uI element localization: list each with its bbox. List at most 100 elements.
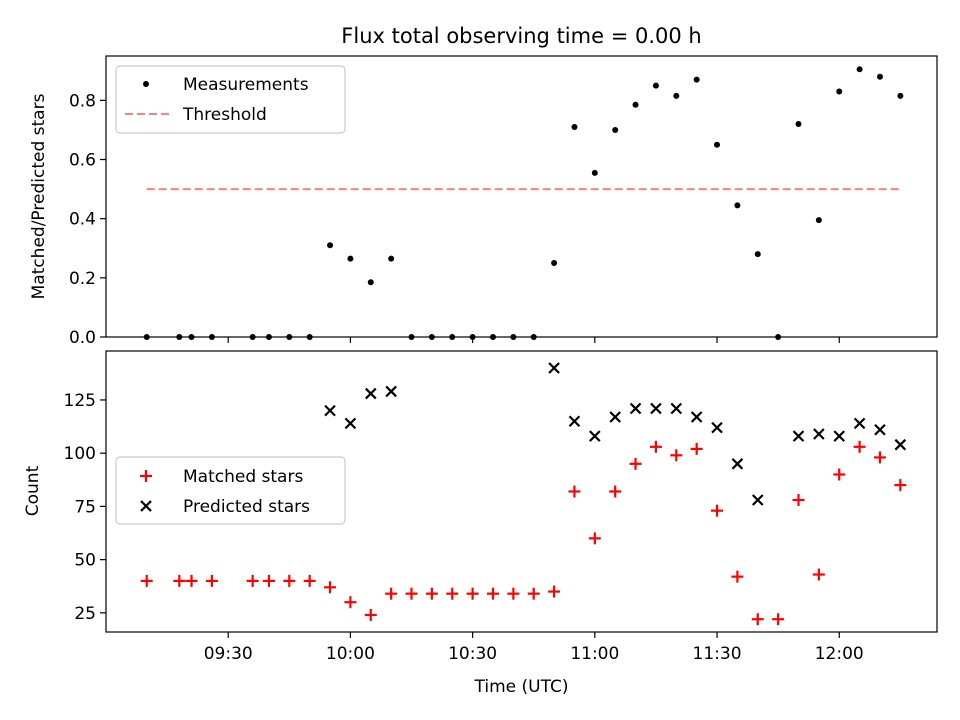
bottom-y-ticks: 25 50 75 100 125	[64, 391, 106, 624]
x-tick-label: 09:30	[204, 644, 253, 664]
y-tick-label: 0.6	[69, 151, 96, 171]
y-tick-label: 0.2	[69, 269, 96, 289]
matched-star-point	[772, 613, 785, 626]
measurement-point	[693, 76, 700, 83]
matched-star-point	[873, 451, 886, 464]
measurement-point	[815, 217, 822, 224]
predicted-star-point	[589, 430, 601, 442]
matched-star-point	[751, 613, 764, 626]
matched-star-point	[324, 581, 337, 594]
predicted-star-point	[874, 423, 886, 436]
measurement-point	[836, 88, 843, 95]
top-y-axis-label: Matched/Predicted stars	[29, 93, 49, 299]
x-tick-label: 11:00	[570, 644, 619, 664]
matched-star-point	[548, 585, 561, 598]
measurement-point	[754, 251, 761, 258]
measurement-point	[347, 255, 354, 262]
legend-measurements-label: Measurements	[183, 75, 309, 95]
measurement-point	[551, 260, 558, 267]
predicted-star-point	[813, 428, 825, 440]
measurement-point	[612, 126, 619, 133]
predicted-star-point	[548, 362, 560, 374]
measurement-point	[876, 73, 883, 80]
y-tick-label: 0.0	[69, 328, 96, 348]
bottom-legend-box	[115, 456, 346, 525]
measurement-point	[571, 123, 578, 130]
x-tick-label: 10:30	[448, 644, 497, 664]
matched-star-point	[812, 568, 825, 581]
predicted-star-point	[690, 411, 703, 423]
matched-star-point	[173, 574, 186, 587]
measurement-point	[856, 66, 863, 73]
bottom-x-axis-label: Time (UTC)	[474, 677, 569, 697]
legend-matched-marker	[140, 470, 152, 482]
top-panel: Flux total observing time = 0.00 h Match…	[29, 24, 938, 348]
matched-star-point	[364, 608, 377, 621]
matched-star-point	[303, 574, 316, 587]
predicted-star-point	[344, 417, 357, 430]
measurement-point	[714, 141, 721, 148]
top-legend: Measurements Threshold	[115, 65, 346, 134]
predicted-star-point	[568, 415, 581, 428]
predicted-star-point	[609, 411, 621, 423]
matched-star-point	[833, 468, 846, 481]
matched-star-point	[185, 574, 198, 587]
matched-star-point	[446, 587, 459, 600]
legend-predicted-marker	[140, 500, 152, 512]
measurement-point	[591, 169, 598, 176]
matched-star-point	[711, 504, 724, 517]
y-tick-label: 0.8	[69, 91, 96, 111]
predicted-star-point	[853, 417, 866, 430]
bottom-panel: Count Time (UTC) 25 50 75 100 125 09:30 10:00…	[23, 350, 938, 697]
matched-star-point	[690, 442, 703, 455]
matched-star-point	[894, 479, 907, 492]
matched-star-point	[246, 574, 259, 587]
measurement-point	[327, 242, 334, 249]
matched-star-point	[853, 440, 866, 453]
predicted-star-point	[731, 458, 744, 470]
matched-star-point	[609, 485, 622, 498]
y-tick-label: 50	[74, 551, 96, 571]
measurement-point	[795, 121, 802, 128]
matched-star-point	[262, 574, 275, 587]
measurement-point	[367, 279, 374, 286]
matched-star-point	[385, 587, 398, 600]
predicted-star-point	[751, 494, 764, 506]
legend-threshold-label: Threshold	[182, 105, 267, 125]
matched-star-point	[205, 574, 218, 587]
legend-predicted-label: Predicted stars	[183, 497, 310, 517]
bottom-axes-frame	[105, 350, 938, 633]
matched-star-point	[283, 574, 296, 587]
matched-star-point	[507, 587, 520, 600]
predicted-star-point	[629, 402, 642, 415]
bottom-x-ticks: 09:30 10:00 10:30 11:00 11:30 12:00	[204, 632, 864, 664]
top-y-ticks: 0.0 0.2 0.4 0.6 0.8	[69, 91, 106, 348]
x-tick-label: 12:00	[815, 644, 864, 664]
predicted-star-point	[650, 402, 662, 415]
matched-star-point	[568, 485, 581, 498]
y-tick-label: 0.4	[69, 210, 96, 230]
y-tick-label: 75	[74, 497, 96, 517]
top-legend-box	[115, 65, 346, 134]
top-title: Flux total observing time = 0.00 h	[341, 24, 701, 48]
matched-star-point	[527, 587, 540, 600]
top-axes-frame	[105, 55, 938, 338]
matched-star-point	[140, 574, 153, 587]
x-tick-label: 10:00	[326, 644, 375, 664]
matched-star-point	[425, 587, 438, 600]
matched-star-point	[405, 587, 418, 600]
measurement-point	[897, 92, 904, 99]
y-tick-label: 125	[64, 391, 96, 411]
measurement-point	[652, 82, 659, 89]
matched-star-point	[588, 532, 601, 545]
bottom-y-axis-label: Count	[23, 465, 43, 516]
predicted-star-point	[365, 387, 377, 400]
predicted-star-point	[385, 385, 397, 398]
legend-matched-label: Matched stars	[183, 467, 303, 487]
matched-star-point	[792, 494, 805, 507]
legend-measurements-marker	[143, 81, 149, 87]
bottom-legend: Matched stars Predicted stars	[115, 456, 346, 525]
measurement-point	[734, 202, 741, 209]
matched-star-point	[649, 440, 662, 453]
